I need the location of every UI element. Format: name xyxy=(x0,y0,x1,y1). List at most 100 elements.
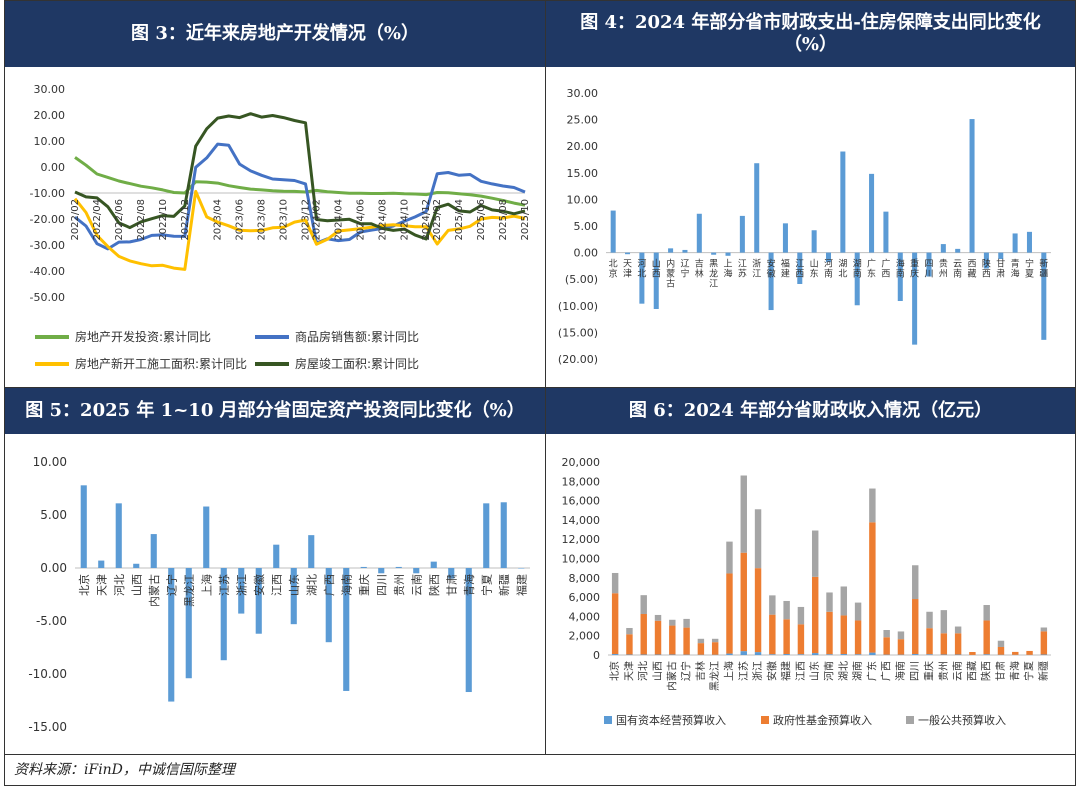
stacked-bar-segment xyxy=(983,605,990,621)
x-tick-label: 云南 xyxy=(953,260,962,280)
stacked-bar-segment xyxy=(697,643,705,655)
x-tick-label: 江西 xyxy=(270,574,283,596)
bar xyxy=(955,248,961,253)
x-tick-label: 新疆 xyxy=(497,574,511,596)
x-tick-label: 河北 xyxy=(637,258,646,280)
x-tick-label: 江西 xyxy=(795,661,807,681)
stacked-bar-segment xyxy=(897,639,905,655)
stacked-bar-segment xyxy=(969,652,976,655)
stacked-bar-segment xyxy=(826,654,833,655)
x-tick-label: 贵州 xyxy=(393,574,406,596)
panel-fig6: 图 6：2024 年部分省财政收入情况（亿元） 20,000 18,000 16,0… xyxy=(545,387,1076,755)
stacked-bar-segment xyxy=(954,626,962,634)
bar xyxy=(220,568,227,661)
legend-label: 政府性基金预算收入 xyxy=(773,713,872,727)
stacked-bar-segment xyxy=(912,654,919,655)
x-tick-label: 四川 xyxy=(910,661,921,681)
stacked-bar-segment xyxy=(626,634,633,655)
bar xyxy=(610,210,616,253)
bar xyxy=(639,252,645,304)
stacked-bar-segment xyxy=(783,600,790,620)
x-tick-label: 2023/04 xyxy=(213,199,224,241)
stacked-bar-segment xyxy=(769,654,776,655)
x-tick-label: 山东 xyxy=(810,259,819,280)
x-tick-label: 内蒙古 xyxy=(147,574,161,607)
stacked-bar-segment xyxy=(754,509,762,569)
bar xyxy=(969,119,975,253)
y-tick-label: 10,000 xyxy=(562,553,601,566)
stacked-bar-segment xyxy=(1012,651,1019,655)
x-tick-label: 2024/08 xyxy=(377,199,388,241)
bar xyxy=(912,252,918,345)
legend-swatch xyxy=(761,716,769,724)
x-tick-label: 天津 xyxy=(95,574,108,596)
x-tick-label: 北京 xyxy=(608,661,621,681)
stacked-bar-segment xyxy=(726,573,733,654)
stacked-bar-segment xyxy=(1040,631,1048,655)
stacked-bar-segment xyxy=(869,522,876,653)
bar xyxy=(185,568,192,679)
x-tick-label: 西藏 xyxy=(968,259,977,280)
panel-title: 图 6：2024 年部分省财政收入情况（亿元） xyxy=(546,388,1075,434)
y-tick-label: -5.00 xyxy=(36,614,67,628)
stacked-bar-segment xyxy=(711,638,719,643)
stacked-bar-segment xyxy=(754,652,762,655)
stacked-bar-segment xyxy=(912,565,919,600)
y-tick-label: 14,000 xyxy=(562,514,601,527)
x-tick-label: 甘肃 xyxy=(996,258,1005,280)
y-tick-label: 4,000 xyxy=(569,610,601,623)
stacked-bar-segment xyxy=(611,572,619,594)
stacked-bar-segment xyxy=(783,619,790,655)
bar xyxy=(883,211,889,253)
x-tick-label: 湖北 xyxy=(838,661,850,681)
legend-label: 房屋竣工面积:累计同比 xyxy=(295,356,419,371)
bar xyxy=(840,151,846,253)
legend-swatch xyxy=(906,716,914,724)
x-tick-label: 河南 xyxy=(824,258,833,280)
x-tick-label: 宁夏 xyxy=(1023,661,1036,681)
x-tick-label: 广西 xyxy=(881,258,890,280)
series-line xyxy=(73,189,526,271)
y-tick-label: -30.00 xyxy=(30,239,65,252)
stacked-bar-segment xyxy=(811,530,819,577)
bar-chart: 30.00 25.00 20.00 15.00 10.00 5.00 0.00 (5.00) (… xyxy=(558,87,1051,366)
source-note: 资料来源：iFinD，中诚信国际整理 xyxy=(14,762,235,778)
y-tick-label: (20.00) xyxy=(558,353,598,366)
y-tick-label: -15.00 xyxy=(28,720,67,734)
stacked-bar-segment xyxy=(669,619,676,626)
y-tick-label: 10.00 xyxy=(567,193,599,206)
y-tick-label: 20.00 xyxy=(567,140,599,153)
x-tick-label: 2023/06 xyxy=(235,199,246,241)
x-tick-label: 山西 xyxy=(652,661,664,681)
x-tick-label: 安徽 xyxy=(767,258,776,280)
stacked-bar-segment xyxy=(640,595,647,614)
stacked-bar-segment xyxy=(883,637,890,655)
panel-title-text: 图 5：2025 年 1~10 月部分省固定资产投资同比变化（%） xyxy=(25,399,525,421)
bar xyxy=(500,502,507,568)
x-tick-label: 江苏 xyxy=(738,259,747,280)
panel-fig4: 图 4：2024 年部分省市财政支出-住房保障支出同比变化 （%） 30.00 2… xyxy=(545,0,1076,388)
x-tick-label: 天津 xyxy=(623,260,632,280)
x-tick-label: 西藏 xyxy=(966,661,978,681)
y-tick-label: -40.00 xyxy=(30,265,65,278)
bar xyxy=(518,568,525,569)
x-tick-label: 云南 xyxy=(951,661,964,681)
stacked-bar-segment xyxy=(997,646,1005,655)
x-tick-label: 2022/06 xyxy=(114,199,125,241)
x-tick-label: 2022/10 xyxy=(158,199,169,241)
x-tick-label: 北京 xyxy=(77,574,91,596)
stacked-bar-segment xyxy=(926,611,933,629)
x-tick-label: 2023/08 xyxy=(257,199,268,241)
x-tick-label: 陕西 xyxy=(980,661,993,681)
stacked-bar-segment xyxy=(797,654,805,655)
panel-title: 图 4：2024 年部分省市财政支出-住房保障支出同比变化 （%） xyxy=(546,1,1075,67)
x-tick-label: 上海 xyxy=(722,661,735,681)
x-tick-label: 2022/04 xyxy=(92,199,103,241)
x-tick-label: 江苏 xyxy=(737,661,750,681)
x-tick-label: 宁夏 xyxy=(479,574,493,596)
stacked-bar-segment xyxy=(1026,650,1033,655)
legend-swatch xyxy=(604,716,612,724)
x-tick-label: 山西 xyxy=(652,259,661,280)
panel-title-line1: 图 4：2024 年部分省市财政支出-住房保障支出同比变化 xyxy=(580,11,1041,33)
x-tick-label: 重庆 xyxy=(357,574,371,596)
